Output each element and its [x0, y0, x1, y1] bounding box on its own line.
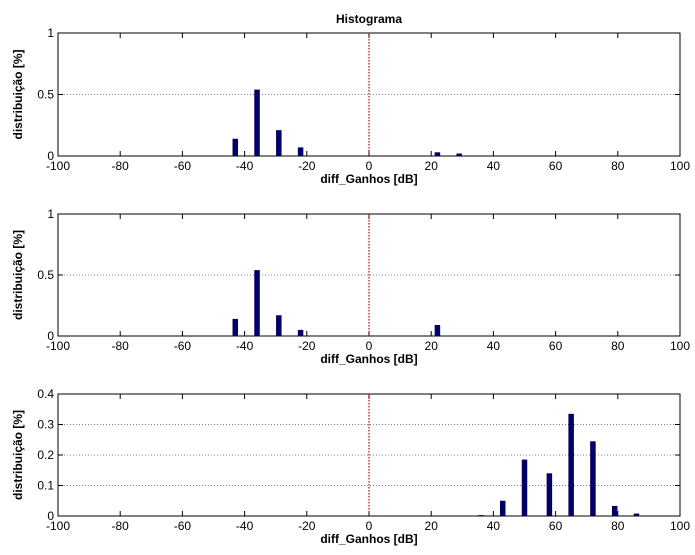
histogram-bar — [478, 515, 484, 516]
chart-title: Histograma — [336, 12, 402, 26]
x-tick-label: -40 — [236, 159, 254, 173]
y-tick-label: 1 — [47, 207, 54, 221]
histogram-bar — [297, 329, 304, 336]
y-tick-label: 1 — [47, 26, 54, 40]
y-tick-label: 0.4 — [37, 387, 54, 401]
x-tick-label: 60 — [549, 339, 563, 353]
y-tick-label: 0.5 — [37, 268, 54, 282]
y-tick-label: 0 — [47, 149, 54, 163]
x-tick-label: -60 — [174, 159, 192, 173]
x-tick-label: -100 — [46, 519, 70, 533]
x-tick-label: -20 — [298, 159, 316, 173]
x-tick-label: 20 — [425, 339, 439, 353]
histogram-bar — [611, 505, 618, 516]
histogram-bar — [276, 130, 282, 156]
x-tick-label: -100 — [46, 339, 70, 353]
x-tick-label: -20 — [298, 339, 316, 353]
x-tick-label: 60 — [549, 519, 563, 533]
histogram-bar — [568, 413, 574, 516]
x-tick-label: 0 — [366, 339, 373, 353]
x-tick-label: -40 — [236, 519, 254, 533]
x-tick-label: 40 — [487, 339, 501, 353]
x-tick-label: 80 — [611, 519, 625, 533]
histogram-bar — [434, 152, 441, 156]
x-tick-label: -60 — [174, 339, 192, 353]
y-tick-label: 0.3 — [37, 418, 54, 432]
x-tick-label: 40 — [487, 519, 501, 533]
histogram-bar — [456, 153, 462, 156]
y-tick-label: 0 — [47, 509, 54, 523]
y-axis-label: distribuição [%] — [11, 410, 25, 500]
histogram-bar — [590, 441, 596, 516]
histogram-bar — [297, 147, 304, 156]
y-axis-label: distribuição [%] — [11, 230, 25, 320]
x-tick-label: 0 — [366, 519, 373, 533]
x-tick-label: 100 — [670, 519, 690, 533]
x-tick-label: -80 — [112, 519, 130, 533]
x-axis-label: diff_Ganhos [dB] — [320, 172, 417, 186]
x-tick-label: -40 — [236, 339, 254, 353]
histogram-bar — [254, 89, 260, 156]
y-tick-label: 0.2 — [37, 448, 54, 462]
histogram-bar — [521, 459, 528, 516]
y-tick-label: 0.5 — [37, 88, 54, 102]
x-tick-label: -100 — [46, 159, 70, 173]
x-tick-label: -20 — [298, 519, 316, 533]
x-tick-label: 20 — [425, 519, 439, 533]
x-axis-label: diff_Ganhos [dB] — [320, 352, 417, 366]
y-tick-label: 0.1 — [37, 479, 54, 493]
x-tick-label: -60 — [174, 519, 192, 533]
x-tick-label: 60 — [549, 159, 563, 173]
y-axis-label: distribuição [%] — [11, 49, 25, 139]
x-tick-label: 20 — [425, 159, 439, 173]
y-tick-label: 0 — [47, 329, 54, 343]
histogram-bar — [633, 513, 640, 516]
x-tick-label: 100 — [670, 159, 690, 173]
histogram-bar — [434, 325, 441, 336]
histogram-bar — [232, 318, 239, 336]
x-tick-label: 80 — [611, 159, 625, 173]
histogram-bar — [254, 270, 260, 336]
histogram-bar — [276, 315, 282, 336]
histogram-bar — [546, 473, 553, 516]
x-tick-label: 100 — [670, 339, 690, 353]
x-tick-label: -80 — [112, 339, 130, 353]
x-axis-label: diff_Ganhos [dB] — [320, 532, 417, 546]
histogram-bar — [499, 500, 506, 516]
x-tick-label: 40 — [487, 159, 501, 173]
histogram-bar — [232, 138, 239, 156]
x-tick-label: 0 — [366, 159, 373, 173]
x-tick-label: -80 — [112, 159, 130, 173]
x-tick-label: 80 — [611, 339, 625, 353]
